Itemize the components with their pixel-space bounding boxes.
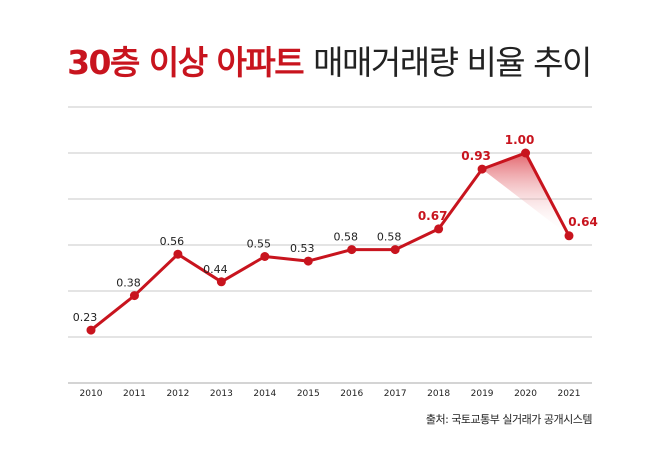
x-tick-label: 2019	[471, 389, 494, 399]
chart-title-rest: 매매거래량 비율 추이	[313, 43, 592, 82]
x-tick-label: 2014	[253, 389, 276, 399]
data-point	[521, 148, 531, 158]
x-tick-label: 2018	[427, 389, 450, 399]
x-tick-label: 2016	[340, 389, 363, 399]
data-point	[173, 249, 183, 259]
x-tick-label: 2017	[384, 389, 407, 399]
x-tick-label: 2015	[297, 389, 320, 399]
data-label: 0.67	[418, 209, 448, 223]
chart-title: 30층 이상 아파트 매매거래량 비율 추이	[0, 36, 658, 84]
data-point	[86, 325, 96, 335]
x-tick-label: 2020	[514, 389, 537, 399]
data-point	[434, 224, 444, 234]
data-label: 0.38	[116, 277, 141, 290]
peak-area	[482, 153, 569, 236]
data-point	[564, 231, 574, 241]
x-tick-label: 2011	[123, 389, 146, 399]
data-label: 0.93	[461, 149, 491, 163]
data-label: 0.58	[377, 231, 402, 244]
data-label: 0.44	[203, 263, 228, 276]
x-tick-label: 2010	[80, 389, 103, 399]
data-point	[390, 245, 400, 255]
data-point	[260, 252, 270, 261]
x-tick-label: 2012	[166, 389, 189, 399]
data-point	[129, 291, 139, 301]
data-label: 1.00	[505, 133, 535, 147]
data-label: 0.55	[247, 238, 272, 251]
data-label: 0.58	[333, 231, 358, 244]
source-note: 출처: 국토교통부 실거래가 공개시스템	[425, 413, 593, 426]
series-line	[90, 151, 571, 332]
x-tick-label: 2021	[558, 389, 581, 399]
chart-title-highlight: 30층 이상 아파트	[67, 43, 305, 82]
data-point	[303, 256, 313, 266]
data-point	[477, 164, 487, 174]
data-point	[347, 245, 357, 255]
data-label: 0.56	[160, 235, 185, 248]
data-point	[216, 277, 226, 287]
x-tick-label: 2013	[210, 389, 233, 399]
data-label: 0.53	[290, 242, 315, 255]
data-label: 0.23	[73, 311, 98, 324]
data-label: 0.64	[568, 215, 598, 229]
